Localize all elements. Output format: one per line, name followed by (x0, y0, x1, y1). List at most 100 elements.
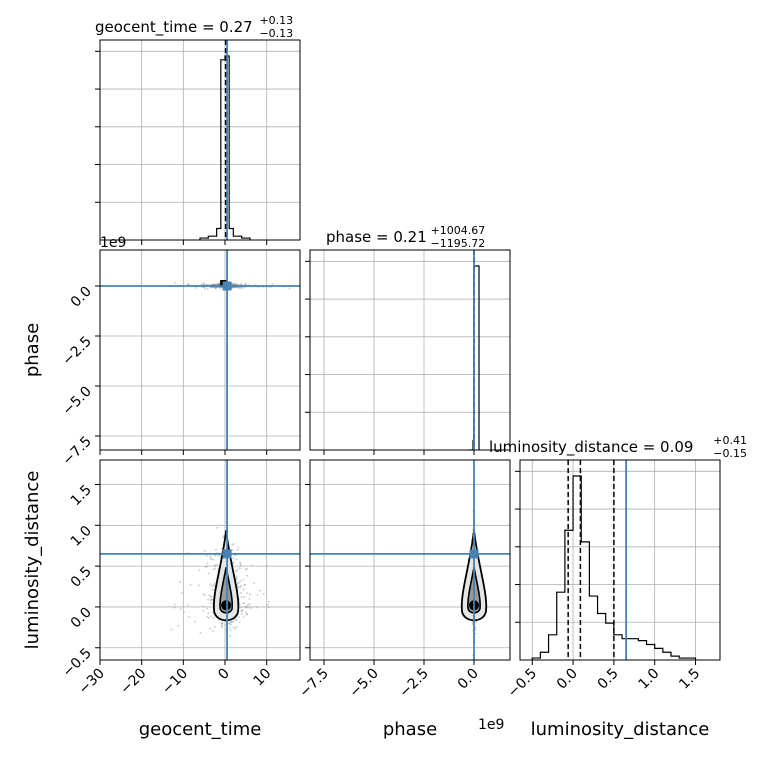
sample-point (220, 626, 223, 629)
x-tick-label-luminosity_distance: −0.5 (505, 666, 540, 701)
sample-point (189, 584, 192, 587)
x-axis-label-luminosity-distance: luminosity_distance (531, 719, 710, 740)
sample-point (242, 602, 245, 605)
sample-point (231, 283, 234, 286)
panel-content (310, 460, 510, 660)
sample-point (198, 569, 201, 572)
sample-point (235, 577, 238, 580)
sample-point (258, 589, 261, 592)
sample-point (471, 528, 474, 531)
y-tick-label-phase: −5.0 (59, 384, 94, 419)
panel-luminosity_distance-vs-phase: −7.5 −5.0 −2.5 0.0 (296, 459, 511, 701)
sample-point (239, 591, 242, 594)
sample-point (246, 613, 249, 616)
sample-point (214, 554, 217, 557)
sample-point (209, 598, 212, 601)
title-geocent_time: geocent_time = 0.27 (95, 18, 253, 37)
sample-point (209, 286, 212, 289)
sample-point (207, 612, 210, 615)
panel-frame (99, 249, 301, 451)
sample-point (209, 583, 212, 586)
density-peak (221, 600, 232, 611)
sample-point (174, 281, 177, 284)
sample-point (242, 286, 245, 289)
x-axis-label-geocent-time: geocent_time (139, 719, 262, 740)
sample-point (221, 622, 224, 625)
sample-point (236, 568, 239, 571)
sample-point (210, 283, 213, 286)
sample-point (239, 287, 242, 290)
sample-point (210, 558, 213, 561)
sample-point (210, 595, 213, 598)
x-tick-label-phase: 0.0 (455, 666, 482, 693)
sample-point (213, 625, 216, 628)
sample-point (213, 567, 216, 570)
sample-point (187, 604, 190, 607)
sample-point (236, 283, 239, 286)
sample-point (209, 555, 212, 558)
title-phase: phase = 0.21 (326, 228, 427, 246)
sample-point (217, 282, 220, 285)
y-tick-label-luminosity_distance: 1.0 (68, 523, 95, 550)
sample-point (244, 606, 247, 609)
sample-point (214, 286, 217, 289)
sample-point (221, 622, 224, 625)
sample-point (211, 602, 214, 605)
sample-point (202, 283, 205, 286)
y-axis-label-phase: phase (22, 323, 43, 377)
sample-point (213, 581, 216, 584)
sample-point (474, 628, 477, 631)
sample-point (240, 609, 243, 612)
sample-point (243, 595, 246, 598)
x-tick-label-phase: −2.5 (396, 666, 431, 701)
x-tick-label-luminosity_distance: 1.0 (635, 666, 662, 693)
sample-point (248, 597, 251, 600)
panel-luminosity_distance-vs-geocent_time: −30 −20 −10 0 10−0.50.00.51.01.5 (59, 459, 301, 698)
sample-point (207, 572, 210, 575)
sample-point (242, 578, 245, 581)
title-minus-phase: −1195.72 (431, 237, 486, 250)
sample-point (207, 598, 210, 601)
sample-point (217, 554, 220, 557)
truth-marker (222, 281, 232, 291)
panel-content (100, 460, 300, 660)
sample-point (203, 287, 206, 290)
sample-point (236, 585, 239, 588)
sample-point (220, 625, 223, 628)
sample-point (222, 536, 225, 539)
sample-point (241, 610, 244, 613)
panel-phase-vs-phase (305, 249, 511, 455)
x-tick-label-geocent_time: 0 (215, 666, 233, 684)
sample-point (207, 616, 210, 619)
sample-point (187, 282, 190, 285)
sample-point (245, 592, 248, 595)
sample-point (244, 611, 247, 614)
sample-point (471, 623, 474, 626)
x-tick-label-geocent_time: −20 (117, 666, 149, 698)
sample-point (193, 620, 196, 623)
sample-point (242, 588, 245, 591)
sample-point (256, 606, 259, 609)
panel-content (100, 40, 300, 240)
x-tick-label-luminosity_distance: 1.5 (676, 666, 703, 693)
sample-point (248, 593, 251, 596)
sample-point (202, 282, 205, 285)
sample-point (232, 283, 235, 286)
sample-point (205, 283, 208, 286)
x-tick-label-geocent_time: −10 (159, 666, 191, 698)
sample-point (256, 594, 259, 597)
sample-point (218, 282, 221, 285)
offset-text-phase-y: 1e9 (100, 235, 126, 251)
sample-point (288, 287, 291, 290)
sample-point (243, 583, 246, 586)
sample-point (267, 601, 270, 604)
sample-point (242, 615, 245, 618)
sample-point (202, 609, 205, 612)
y-axis-label-luminosity-distance: luminosity_distance (22, 471, 43, 650)
sample-point (231, 548, 234, 551)
sample-point (214, 564, 217, 567)
sample-point (205, 607, 208, 610)
sample-point (214, 283, 217, 286)
sample-point (204, 566, 207, 569)
sample-point (209, 627, 212, 630)
